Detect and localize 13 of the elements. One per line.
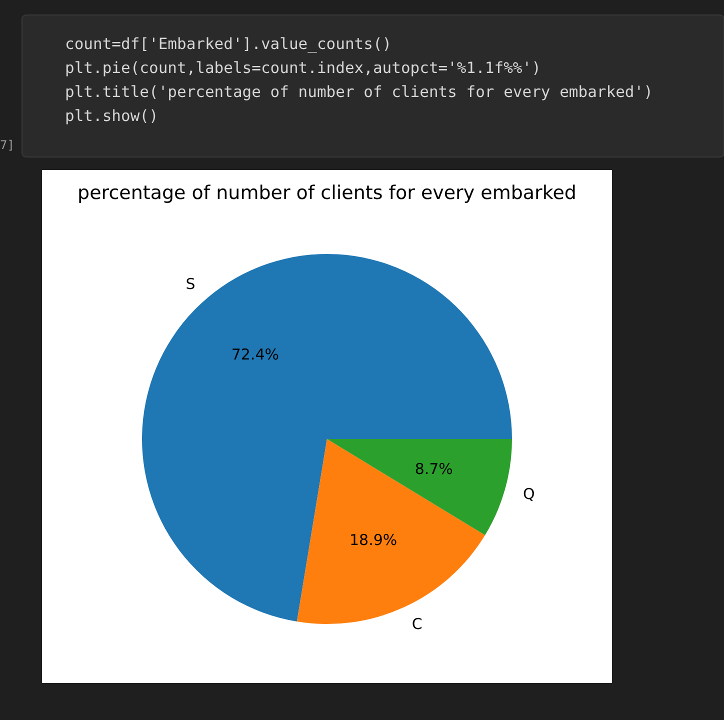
pie-slice (327, 439, 512, 536)
text: plt.title('percentage of number of clients for every embarked') (65, 83, 653, 101)
text: 7] (0, 138, 14, 152)
data-label: 72.4% (231, 345, 280, 364)
text: plt.pie(count,labels=count.index,autopct='%1.1f%%') (65, 59, 541, 77)
slice-label: Q (522, 484, 535, 503)
text: plt.show() (65, 107, 158, 125)
slice-label: C (412, 614, 422, 633)
chart-title: percentage of number of clients for every embarked (78, 182, 576, 204)
data-label: 18.9% (349, 530, 398, 549)
text: count=df['Embarked'].value_counts() (65, 35, 392, 53)
data-label: 8.7% (414, 460, 453, 478)
slice-label: S (186, 274, 196, 293)
